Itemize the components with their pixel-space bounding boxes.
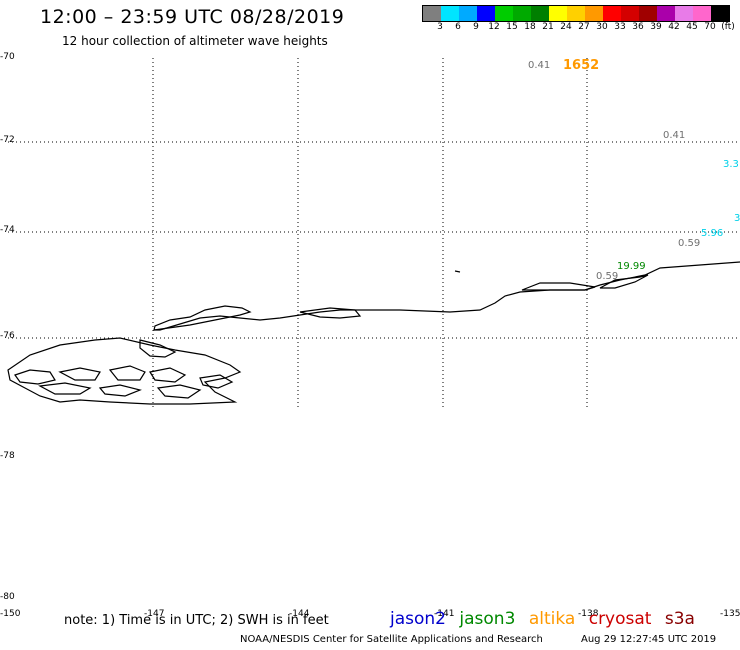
color-scale-tick: 24 [560,22,572,32]
generated-timestamp: Aug 29 12:27:45 UTC 2019 [581,634,717,645]
legend-altika: altika [528,609,576,629]
color-scale-tick: 9 [473,22,479,32]
color-swatch [531,6,549,21]
longitude-gridlines [152,58,588,408]
color-swatch [585,6,603,21]
color-scale-ticks: 3 6 9 12 15 18 21 24 27 30 33 36 39 42 45 70 (ft) [422,22,740,34]
color-swatch [441,6,459,21]
color-scale-tick: 15 [506,22,518,32]
antarctic-coastline [7,261,740,405]
swh-annotation: 3.3 [723,159,739,170]
lon-label: -144 [289,609,310,619]
color-scale-tick: 18 [524,22,536,32]
lat-label: -72 [0,135,15,145]
color-swatch [549,6,567,21]
color-swatch [567,6,585,21]
color-swatch [693,6,711,21]
swh-annotation: 5.96 [701,228,724,239]
color-swatch [621,6,639,21]
latitude-gridlines [8,141,740,339]
lat-label: -80 [0,592,15,602]
satellite-legend: jason2 jason3 altika cryosat s3a [390,609,703,629]
footer-note: note: 1) Time is in UTC; 2) SWH is in fe… [64,613,329,628]
lon-label: -147 [144,609,165,619]
color-swatch [657,6,675,21]
swh-annotation: 19.99 [617,261,646,272]
color-swatch [477,6,495,21]
swh-annotation: 3 [734,213,740,224]
swh-annotation: 0.41 [663,130,686,141]
color-scale-tick: 33 [614,22,626,32]
color-scale-tick: 42 [668,22,680,32]
swh-annotation: 0.41 [528,60,551,71]
lon-label: -150 [0,609,21,619]
legend-cryosat: cryosat [588,609,652,629]
map-subtitle: 12 hour collection of altimeter wave hei… [62,34,328,48]
color-swatch [495,6,513,21]
color-swatch [459,6,477,21]
color-scale-bar [422,5,730,22]
credit-line: NOAA/NESDIS Center for Satellite Applica… [240,634,543,645]
swh-annotation: 0.59 [596,271,619,282]
color-swatch [513,6,531,21]
color-scale-tick: 45 [686,22,698,32]
color-scale-tick: 30 [596,22,608,32]
color-scale-tick: 27 [578,22,590,32]
color-swatch [639,6,657,21]
lat-label: -74 [0,225,15,235]
color-scale-tick: 21 [542,22,554,32]
map-title: 12:00 – 23:59 UTC 08/28/2019 [40,6,345,28]
lon-label: -138 [578,609,599,619]
color-swatch [423,6,441,21]
color-scale-tick: 70 [704,22,716,32]
swh-annotation: 1652 [563,58,600,73]
lon-label: -141 [434,609,455,619]
swh-annotation: 0.59 [678,238,701,249]
color-scale-tick: 3 [437,22,443,32]
lat-label: -70 [0,52,15,62]
color-swatch [603,6,621,21]
lat-label: -76 [0,331,15,341]
lat-label: -78 [0,451,15,461]
color-swatch [675,6,693,21]
color-scale-tick: 12 [488,22,500,32]
legend-jason2: jason2 [390,609,446,629]
color-scale-tick: 36 [632,22,644,32]
color-swatch [711,6,729,21]
lon-label: -135 [720,609,740,619]
legend-jason3: jason3 [459,609,516,629]
color-scale-tick: 6 [455,22,461,32]
color-scale-tick: (ft) [721,22,735,32]
legend-s3a: s3a [664,609,695,629]
color-scale-tick: 39 [650,22,662,32]
